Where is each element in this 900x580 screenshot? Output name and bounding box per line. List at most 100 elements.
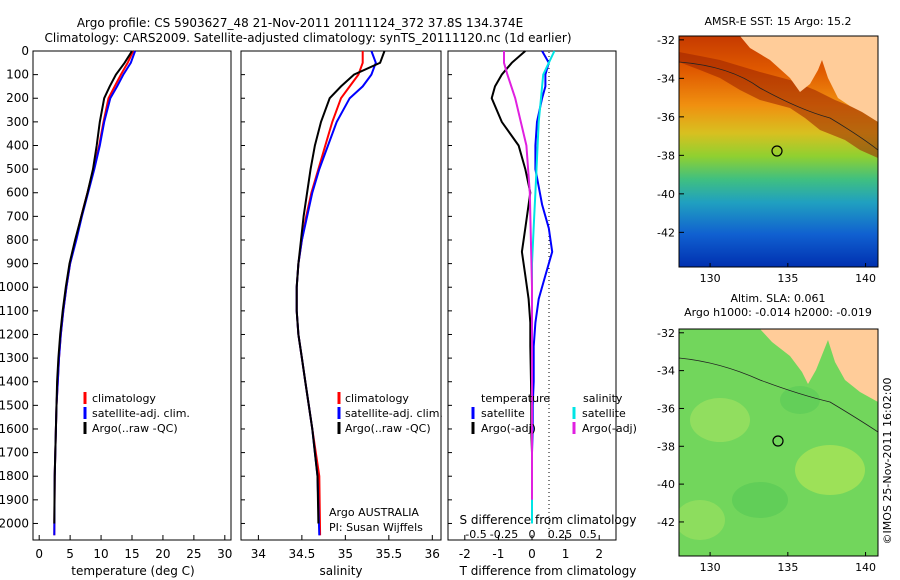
difference-xtick-label: -2	[459, 547, 471, 561]
depth-tick-label: 600	[6, 186, 29, 200]
argo-location-marker	[771, 145, 783, 157]
depth-tick-label: 1100	[0, 304, 29, 318]
s-difference-tick-label: 0.5	[579, 528, 597, 541]
map-lat-label: -38	[657, 149, 675, 162]
salinity-panel	[240, 50, 442, 541]
legend-satellite: satellite-adj. clim.	[345, 407, 443, 420]
temperature-xtick-label: 25	[186, 547, 201, 561]
sst-map-frame	[678, 35, 879, 268]
legend-temp-argo: Argo(-adj)	[481, 422, 536, 435]
temperature-xtick-label: 10	[93, 547, 108, 561]
temperature-xlabel: temperature (deg C)	[71, 564, 194, 578]
figure-title-line2: Climatology: CARS2009. Satellite-adjuste…	[44, 31, 571, 45]
map-lat-label: -40	[657, 188, 675, 201]
map-lat-label: -34	[657, 72, 675, 85]
map-lon-label: 140	[855, 272, 876, 285]
sal-argo-diff-line	[503, 51, 533, 500]
temperature-xtick-label: 30	[217, 547, 232, 561]
legend-satellite: satellite-adj. clim.	[92, 407, 190, 420]
temperature-panel	[32, 50, 232, 541]
legend-temp-satellite: satellite	[481, 407, 525, 420]
sla-map-title-2: Argo h1000: -0.014 h2000: -0.019	[684, 306, 872, 319]
salinity-xtick-label: 34.5	[289, 547, 316, 561]
depth-tick-label: 300	[6, 115, 29, 129]
credit-text: ©IMOS 25-Nov-2011 16:02:00	[881, 378, 894, 545]
map-lon-label: 130	[700, 272, 721, 285]
depth-tick-label: 1800	[0, 469, 29, 483]
temperature-xtick-label: 5	[66, 547, 74, 561]
legend-argo: Argo(..raw -QC)	[345, 422, 431, 435]
map-lat-label: -38	[657, 440, 675, 453]
legend-sal-head: salinity	[583, 392, 623, 405]
sla-map-title-1: Altim. SLA: 0.061	[730, 292, 825, 305]
depth-tick-label: 400	[6, 138, 29, 152]
legend-climatology: climatology	[345, 392, 409, 405]
temperature-xtick-label: 0	[35, 547, 43, 561]
legend-argo: Argo(..raw -QC)	[92, 422, 178, 435]
difference-xlabel: T difference from climatology	[459, 564, 637, 578]
salinity-xtick-label: 35.5	[375, 547, 402, 561]
depth-tick-label: 1400	[0, 375, 29, 389]
sst-map-title: AMSR-E SST: 15 Argo: 15.2	[704, 15, 851, 28]
salinity-xtick-label: 34	[251, 547, 266, 561]
difference-legend: temperature satellite Argo(-adj) salinit…	[471, 392, 637, 435]
map-axes: -32 -34 -36 -38 -40 -42 130 135 140 -32 -34 -36 -38 -…	[657, 34, 876, 574]
land-area	[760, 329, 878, 402]
depth-tick-label: 1500	[0, 398, 29, 412]
map-lon-label: 135	[777, 561, 798, 574]
salinity-xtick-label: 36	[425, 547, 440, 561]
depth-tick-label: 1300	[0, 351, 29, 365]
salinity-xtick-label: 35	[338, 547, 353, 561]
map-lat-label: -42	[657, 516, 675, 529]
difference-xtick-label: -1	[492, 547, 504, 561]
temperature-legend: climatology satellite-adj. clim. Argo(..…	[83, 392, 190, 435]
map-lon-label: 140	[855, 561, 876, 574]
s-difference-tick-label: -0.25	[490, 528, 518, 541]
map-lat-label: -34	[657, 365, 675, 378]
depth-tick-label: 900	[6, 257, 29, 271]
map-lat-label: -40	[657, 478, 675, 491]
map-lat-label: -32	[657, 34, 675, 47]
difference-xtick-label: 0	[528, 547, 536, 561]
depth-tick-label: 800	[6, 233, 29, 247]
depth-tick-label: 100	[6, 68, 29, 82]
depth-tick-label: 1600	[0, 422, 29, 436]
map-lat-label: -36	[657, 402, 675, 415]
s-difference-ticks: -0.5 -0.25 0 0.25 0.5	[465, 528, 596, 541]
depth-tick-label: 2000	[0, 516, 29, 530]
difference-top-label: S difference from climatology	[460, 513, 637, 527]
difference-xtick-label: 2	[595, 547, 603, 561]
profile-lines	[53, 50, 556, 536]
x-axes: 0 5 10 15 20 25 30 34 34.5 35 35.5 36 -2 -1 0 1 2	[35, 535, 603, 561]
s-difference-tick-label: -0.5	[465, 528, 486, 541]
argo-line	[53, 50, 133, 524]
map-lon-label: 130	[700, 561, 721, 574]
legend-temp-head: temperature	[481, 392, 550, 405]
land-area	[740, 36, 878, 122]
salinity-xlabel: salinity	[319, 564, 362, 578]
legend-climatology: climatology	[92, 392, 156, 405]
depth-tick-label: 0	[21, 44, 29, 58]
depth-tick-label: 1700	[0, 446, 29, 460]
map-lat-label: -32	[657, 327, 675, 340]
argo-note-2: PI: Susan Wijffels	[329, 521, 423, 534]
depth-axis: 0 100 200 300 400 500 600 700 800 900 1000 1100 1200…	[0, 44, 452, 530]
difference-xtick-label: 1	[562, 547, 570, 561]
s-difference-tick-label: 0	[529, 528, 536, 541]
legend-sal-argo: Argo(-adj)	[582, 422, 637, 435]
sla-map	[679, 329, 878, 556]
sst-map	[679, 36, 878, 267]
argo-note-1: Argo AUSTRALIA	[329, 506, 419, 519]
s-difference-tick-label: 0.25	[548, 528, 573, 541]
argo-location-marker	[772, 435, 784, 447]
salinity-legend: climatology satellite-adj. clim. Argo(..…	[329, 392, 443, 534]
temperature-xtick-label: 15	[124, 547, 139, 561]
map-lat-label: -42	[657, 226, 675, 239]
depth-tick-label: 500	[6, 162, 29, 176]
argo-line	[295, 50, 386, 524]
temperature-xtick-label: 20	[155, 547, 170, 561]
depth-tick-label: 1900	[0, 493, 29, 507]
depth-tick-label: 1200	[0, 327, 29, 341]
map-lat-label: -36	[657, 111, 675, 124]
